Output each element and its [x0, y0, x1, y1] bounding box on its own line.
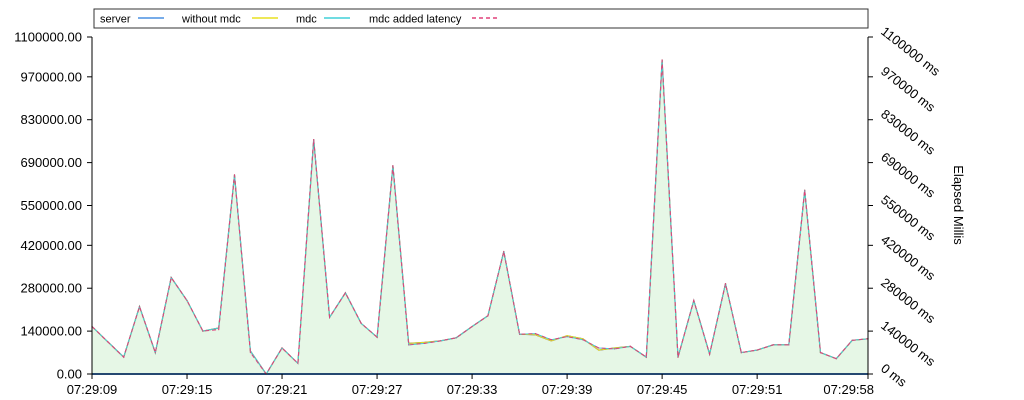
- plot-area: [91, 59, 869, 376]
- data-point: [566, 335, 568, 337]
- y-tick-label: 690000.00: [21, 155, 82, 170]
- data-point: [614, 348, 616, 350]
- data-point: [851, 339, 853, 341]
- data-point: [804, 189, 806, 191]
- data-point: [297, 362, 299, 364]
- data-point: [519, 333, 521, 335]
- y-tick-label: 140000.00: [21, 324, 82, 339]
- data-point: [598, 347, 600, 349]
- data-point: [424, 341, 426, 343]
- data-point: [329, 316, 331, 318]
- legend-label: mdc: [296, 14, 317, 26]
- data-point: [170, 276, 172, 279]
- data-point: [598, 349, 600, 351]
- right-axis-title: Elapsed Millis: [951, 165, 966, 245]
- data-point: [313, 139, 315, 141]
- data-point: [693, 299, 695, 302]
- data-point: [582, 339, 584, 341]
- data-point: [566, 336, 568, 338]
- data-point: [408, 344, 410, 346]
- data-point: [360, 322, 362, 324]
- data-point: [218, 329, 220, 331]
- data-point: [107, 341, 109, 343]
- data-point: [788, 344, 790, 346]
- data-point: [550, 339, 552, 341]
- data-point: [503, 250, 505, 253]
- x-tick-label: 07:29:27: [352, 382, 403, 397]
- x-tick-label: 07:29:21: [257, 382, 308, 397]
- data-point: [249, 352, 251, 354]
- data-point: [614, 347, 616, 349]
- x-tick-label: 07:29:51: [732, 382, 783, 397]
- data-point: [740, 352, 742, 354]
- x-tick-label: 07:29:09: [67, 382, 118, 397]
- data-point: [202, 330, 204, 332]
- data-point: [392, 165, 394, 167]
- data-point: [677, 356, 679, 358]
- y-tick-label: 830000.00: [21, 112, 82, 127]
- data-point: [233, 174, 236, 176]
- area-fill: [92, 60, 868, 374]
- data-point: [819, 352, 822, 354]
- data-point: [534, 334, 537, 336]
- x-axis: 07:29:09 07:29:15 07:29:21 07:29:27 07:29:33…: [67, 374, 874, 397]
- data-point: [154, 352, 156, 354]
- data-point: [582, 338, 584, 340]
- data-point: [186, 299, 188, 302]
- data-point: [645, 356, 647, 358]
- data-point: [661, 59, 663, 61]
- legend-label: server: [100, 14, 131, 26]
- data-point: [439, 340, 441, 342]
- y-tick-label: 0.00: [57, 367, 82, 382]
- series-line-mdc-added-latency: [91, 59, 869, 375]
- data-point: [455, 337, 457, 339]
- data-point: [487, 315, 489, 317]
- data-point: [550, 340, 552, 342]
- data-point: [756, 349, 758, 351]
- data-point: [772, 344, 774, 346]
- y-tick-label: 550000.00: [21, 198, 82, 213]
- x-tick-label: 07:29:15: [162, 382, 213, 397]
- y2-tick-label: 0 ms: [878, 361, 910, 390]
- y-tick-label: 1100000.00: [14, 30, 82, 45]
- y-tick-label: 420000.00: [21, 238, 82, 253]
- y-tick-label: 280000.00: [21, 281, 82, 296]
- data-point: [724, 283, 727, 285]
- data-point: [376, 336, 378, 338]
- data-point: [835, 358, 837, 360]
- data-point: [281, 347, 283, 349]
- x-tick-label: 07:29:33: [447, 382, 498, 397]
- y-tick-label: 970000.00: [21, 69, 82, 84]
- legend: server without mdc mdc mdc added latency: [93, 8, 869, 29]
- data-point: [534, 333, 537, 335]
- data-point: [138, 306, 141, 308]
- left-axis: 0.00 140000.00 280000.00 420000.00 550000.00…: [14, 30, 92, 382]
- x-tick-label: 07:29:45: [637, 382, 688, 397]
- data-point: [471, 325, 473, 328]
- legend-label: mdc added latency: [369, 14, 462, 26]
- legend-label: without mdc: [181, 14, 241, 26]
- data-point: [709, 353, 711, 355]
- data-point: [424, 342, 426, 344]
- data-point: [123, 356, 125, 358]
- x-tick-label: 07:29:39: [542, 382, 593, 397]
- data-point: [344, 292, 346, 294]
- data-point: [629, 345, 632, 347]
- x-tick-label: 07:29:58: [823, 382, 874, 397]
